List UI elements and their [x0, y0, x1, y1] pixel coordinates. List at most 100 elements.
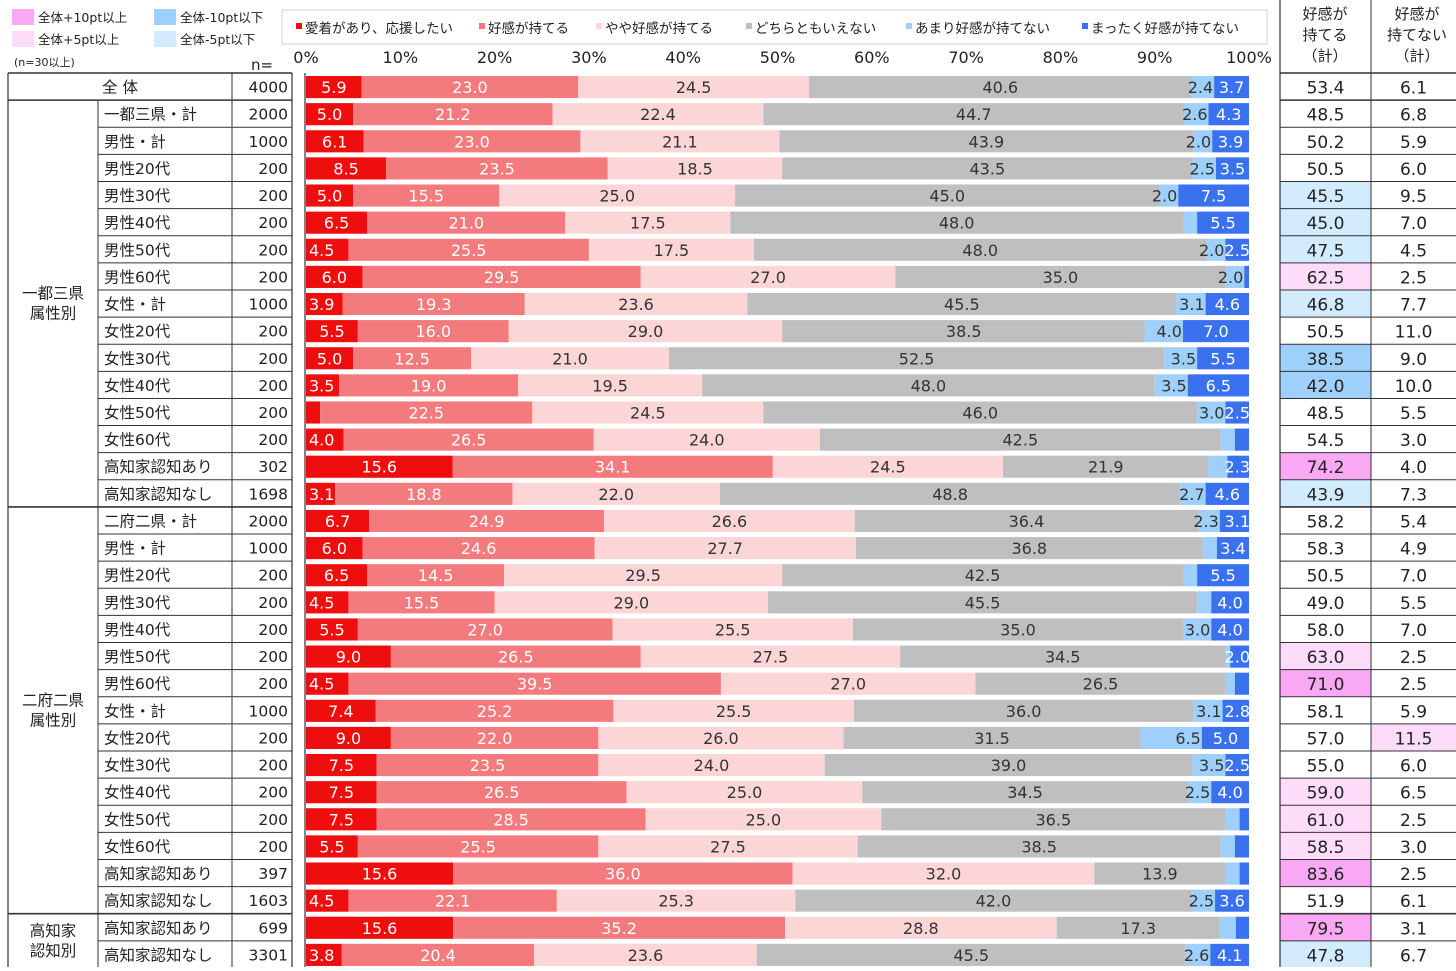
bar-segment — [504, 564, 783, 587]
bar-value-label: 4.0 — [1217, 593, 1242, 612]
row-n-value: 200 — [258, 323, 288, 341]
bar-segment — [852, 618, 1183, 641]
summary-highlight — [1280, 778, 1371, 806]
bar-segment — [1184, 103, 1209, 126]
row-label: 高知家認知なし — [104, 892, 213, 910]
bar-segment — [306, 808, 377, 831]
x-tick-label: 100% — [1226, 48, 1272, 67]
row-n-value: 4000 — [249, 79, 288, 97]
summary-columns: 53.4 6.1 48.5 6.8 50.2 5.9 50.5 6.0 45.5 9.5 45.0 7… — [1279, 0, 1456, 969]
bar-segment — [1239, 862, 1249, 885]
bar-value-label: 34.5 — [1045, 648, 1081, 667]
bar-segment — [588, 238, 754, 261]
bar-segment — [367, 211, 566, 234]
row-n-value: 200 — [258, 784, 288, 802]
bar-segment — [361, 76, 579, 99]
bar-segment — [598, 726, 844, 749]
bar-segment — [306, 157, 387, 180]
bar-segment — [1208, 455, 1228, 478]
bar-segment — [1180, 482, 1206, 505]
bar-segment — [772, 455, 1003, 478]
bar-value-label: 27.5 — [710, 837, 746, 856]
bar-segment — [353, 103, 553, 126]
bar-segment — [1215, 157, 1249, 180]
summary-positive-value: 46.8 — [1307, 296, 1345, 316]
bar-value-label: 26.5 — [498, 648, 534, 667]
bar-value-label: 27.5 — [753, 648, 789, 667]
bar-segment — [853, 699, 1194, 722]
x-axis: 0% 10% 20% 30% 40% 50% 60% 70% 80% 90% 100% — [293, 48, 1272, 67]
row-n-value: 1603 — [249, 892, 288, 910]
bar-segment — [795, 889, 1192, 912]
bar-segment — [357, 320, 509, 343]
summary-positive-value: 62.5 — [1307, 268, 1345, 288]
row-label: 女性50代 — [104, 403, 171, 422]
bar-segment — [341, 943, 535, 966]
bar-segment — [1185, 943, 1211, 966]
summary-positive-value: 48.5 — [1307, 404, 1345, 424]
summary-positive-value: 47.5 — [1307, 241, 1345, 261]
bar-value-label: 9.0 — [336, 729, 361, 748]
summary-positive-value: 83.6 — [1307, 865, 1345, 885]
series-legend-label: あまり好感が持てない — [915, 20, 1050, 37]
bar-segment — [357, 835, 599, 858]
bar-value-label: 25.0 — [727, 783, 763, 802]
summary-header-positive: 持てる — [1302, 26, 1347, 44]
summary-negative-value: 2.5 — [1400, 811, 1427, 831]
bar-value-label: 17.5 — [654, 241, 690, 260]
bar-segment — [306, 645, 391, 668]
summary-highlight — [1280, 859, 1371, 887]
summary-negative-value: 4.5 — [1400, 241, 1427, 261]
row-label: 男性30代 — [104, 594, 171, 612]
bar-value-label: 24.5 — [870, 458, 906, 477]
summary-header-negative: 好感が — [1394, 5, 1439, 23]
bar-value-label: 23.5 — [479, 159, 515, 178]
bar-segment — [1187, 781, 1212, 804]
bar-segment — [306, 699, 376, 722]
bar-segment — [375, 699, 614, 722]
bar-value-label: 45.5 — [944, 295, 980, 314]
row-label: 高知家認知なし — [104, 485, 213, 503]
column-headers: n= 好感が持てる （計） 好感が持てない （計） — [251, 5, 1447, 74]
bar-value-label: 23.0 — [454, 132, 490, 151]
bar-value-label: 21.1 — [662, 132, 698, 151]
summary-negative-value: 4.0 — [1400, 458, 1427, 478]
bar-value-label: 36.4 — [1009, 512, 1045, 531]
color-legend-swatch — [12, 9, 34, 25]
bar-segment — [494, 591, 769, 614]
bar-segment — [306, 726, 391, 749]
bar-value-label: 31.5 — [974, 729, 1010, 748]
bar-segment — [556, 889, 796, 912]
bar-value-label: 5.0 — [1213, 729, 1238, 748]
row-n-value: 200 — [258, 377, 288, 395]
row-n-value: 1698 — [249, 485, 288, 503]
row-label: 男性40代 — [104, 214, 171, 232]
bar-segment — [855, 537, 1203, 560]
bar-value-label: 40.6 — [982, 78, 1018, 97]
bar-value-label: 23.0 — [452, 78, 488, 97]
bar-segment — [512, 482, 720, 505]
summary-negative-value: 4.9 — [1400, 540, 1427, 560]
summary-negative-value: 7.3 — [1400, 485, 1427, 505]
bar-segment — [1234, 428, 1249, 451]
bar-segment — [1197, 347, 1249, 370]
bar-segment — [306, 943, 342, 966]
bar-segment — [1197, 211, 1249, 234]
bar-value-label: 6.0 — [322, 539, 347, 558]
bar-value-label: 26.5 — [484, 783, 520, 802]
bar-segment — [362, 537, 595, 560]
row-n-value: 200 — [258, 621, 288, 639]
summary-positive-value: 50.5 — [1307, 323, 1345, 343]
bar-value-label: 4.1 — [1217, 946, 1242, 965]
summary-negative-value: 2.5 — [1400, 675, 1427, 695]
color-legend-swatch — [154, 9, 176, 25]
summary-positive-value: 43.9 — [1307, 485, 1345, 505]
bar-segment — [362, 265, 641, 288]
bar-segment — [1225, 862, 1240, 885]
bar-value-label: 26.5 — [451, 431, 487, 450]
bar-value-label: 5.9 — [321, 78, 346, 97]
bar-value-label: 3.9 — [309, 295, 334, 314]
bar-value-label: 27.0 — [830, 675, 866, 694]
row-label: 高知家認知あり — [104, 458, 213, 476]
bar-value-label: 22.4 — [640, 105, 676, 124]
